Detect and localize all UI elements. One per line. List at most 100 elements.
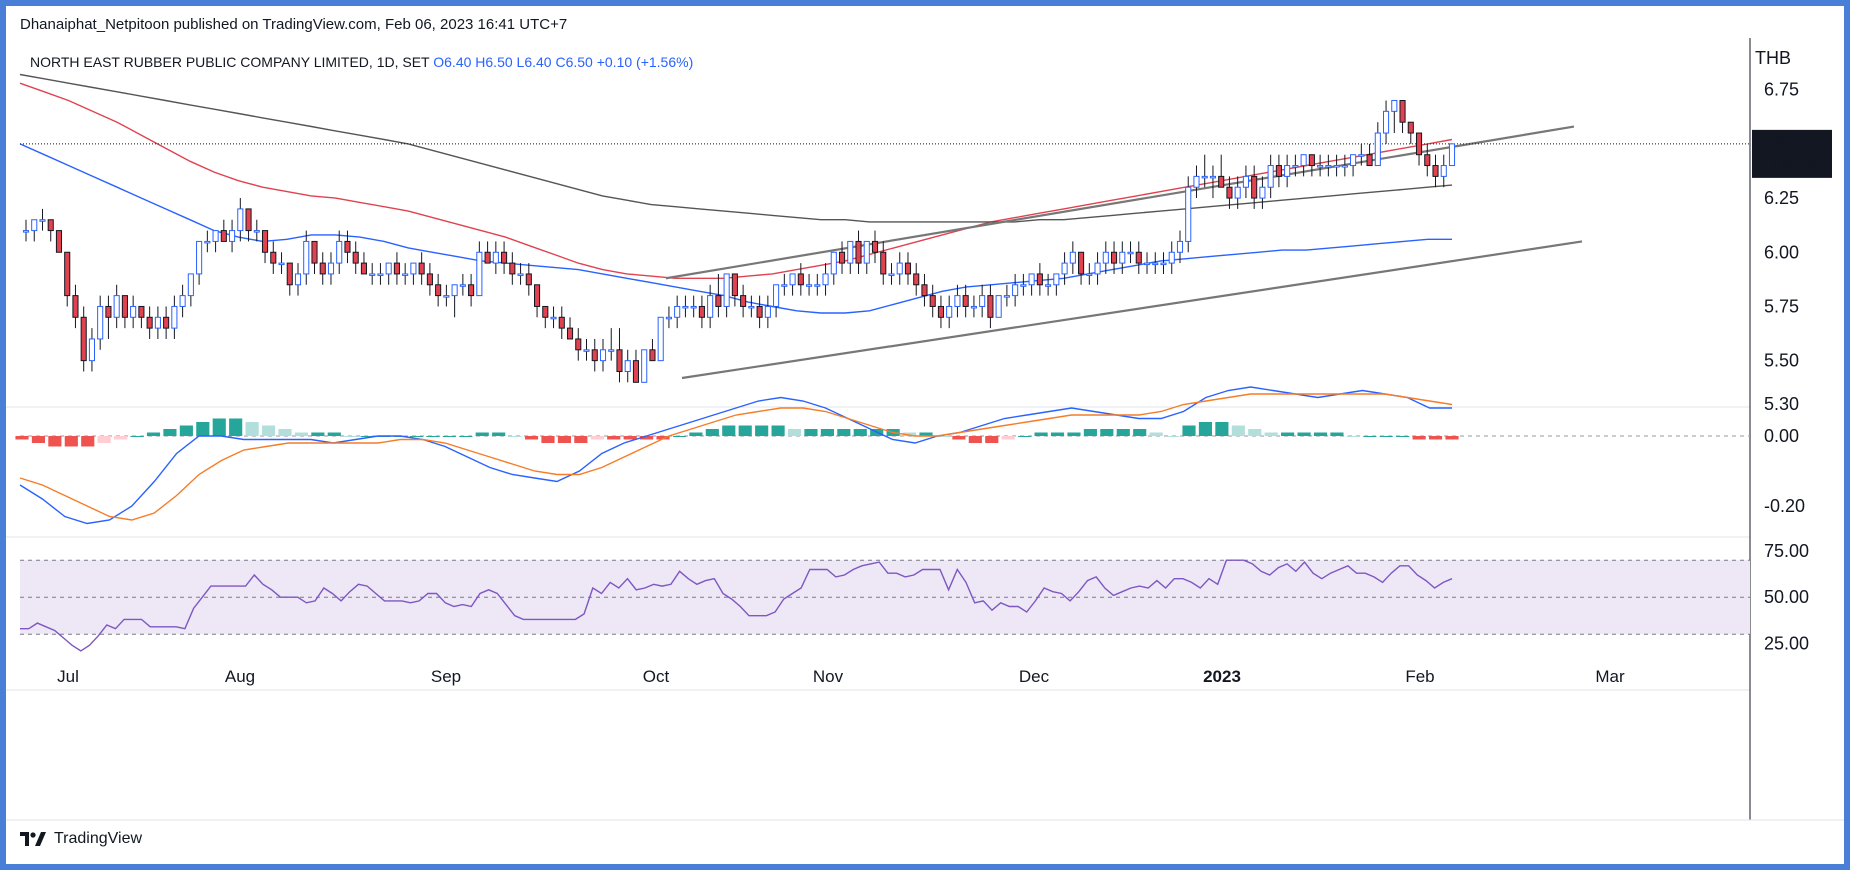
candle-up: [1168, 251, 1175, 264]
candle-up: [583, 349, 590, 352]
candle-up: [995, 295, 1002, 318]
time-tick-label: Sep: [431, 667, 461, 686]
candle-up: [1383, 110, 1390, 134]
macd-histogram-bar: [1100, 429, 1114, 436]
price-badge-value: 6.50: [1774, 134, 1809, 154]
candle-down: [1366, 154, 1373, 167]
low-value: L6.40: [516, 54, 552, 70]
candle-down: [871, 240, 879, 253]
rsi-tick-label: 75.00: [1764, 541, 1809, 561]
candle-up: [641, 349, 648, 383]
candle-down: [575, 338, 582, 351]
candle-down: [591, 349, 598, 362]
tradingview-footer[interactable]: TradingView: [20, 830, 142, 848]
candle-down: [921, 284, 928, 297]
macd-histogram-bar: [508, 436, 522, 437]
candle-up: [946, 305, 953, 318]
macd-histogram-bar: [738, 425, 752, 436]
macd-histogram-bar: [130, 436, 144, 437]
candle-down: [270, 251, 277, 264]
time-tick-label: Oct: [643, 667, 670, 686]
macd-histogram-bar: [212, 418, 226, 436]
candle-down: [616, 349, 623, 372]
candle-up: [665, 316, 672, 320]
candle-down: [80, 316, 87, 362]
candle-up: [492, 251, 499, 264]
candle-up: [1061, 262, 1068, 275]
candle-down: [344, 240, 351, 253]
macd-histogram-bar: [1297, 432, 1311, 436]
candle-down: [1407, 121, 1414, 134]
candle-down: [509, 262, 516, 275]
macd-histogram-bar: [1428, 436, 1443, 440]
candle-down: [1218, 175, 1225, 188]
candle-down: [105, 305, 112, 318]
candle-down: [797, 273, 804, 286]
macd-histogram-bar: [1215, 422, 1229, 436]
macd-histogram-bar: [837, 429, 851, 436]
candle-down: [64, 251, 71, 297]
candle-up: [1143, 262, 1151, 266]
candle-up: [237, 208, 244, 232]
candle-up: [204, 240, 211, 244]
candle-down: [261, 230, 269, 253]
candle-up: [303, 240, 310, 275]
currency-label: THB: [1755, 48, 1791, 68]
macd-histogram-bar: [656, 436, 670, 440]
candle-up: [1176, 240, 1184, 253]
candle-down: [649, 349, 656, 362]
candle-up: [229, 230, 236, 242]
candle-up: [451, 284, 458, 297]
candle-up: [1317, 165, 1324, 168]
macd-histogram-bar: [64, 436, 78, 447]
ma_long-line: [19, 73, 1453, 223]
symbol-title: NORTH EAST RUBBER PUBLIC COMPANY LIMITED…: [30, 54, 430, 70]
macd-histogram-bar: [1281, 432, 1295, 436]
close-value: C6.50: [555, 54, 593, 70]
macd-histogram-bar: [294, 432, 308, 436]
candle-up: [517, 273, 524, 276]
candle-down: [435, 284, 442, 297]
candle-up: [1069, 251, 1076, 264]
candle-up: [1020, 284, 1027, 287]
candle-up: [385, 262, 392, 275]
candle-up: [1267, 165, 1274, 188]
candle-down: [319, 262, 326, 275]
macd-histogram-bar: [146, 432, 161, 436]
macd-histogram-bar: [771, 425, 785, 436]
macd-histogram-bar: [1067, 432, 1081, 436]
macd-histogram-bar: [409, 436, 424, 437]
candle-down: [756, 305, 763, 318]
macd-histogram-bar: [1264, 432, 1278, 436]
candle-down: [47, 219, 54, 232]
macd-histogram-bar: [557, 436, 571, 443]
candle-down: [740, 295, 747, 307]
macd-histogram-bar: [1116, 429, 1130, 436]
macd-histogram-bar: [1313, 432, 1328, 436]
candle-up: [1341, 165, 1348, 168]
candle-down: [1251, 175, 1258, 199]
high-value: H6.50: [475, 54, 513, 70]
price-badge-countdown: 18:53: [1769, 156, 1814, 176]
candle-up: [847, 240, 854, 264]
candle-up: [970, 305, 977, 309]
macd-histogram-bar: [492, 432, 506, 436]
time-tick-label: Dec: [1019, 667, 1050, 686]
macd-histogram-bar: [229, 418, 243, 436]
candle-down: [484, 251, 491, 264]
chart-frame: Dhanaiphat_Netpitoon published on Tradin…: [6, 6, 1844, 864]
macd-histogram-bar: [15, 436, 29, 440]
candle-up: [22, 230, 30, 233]
candle-down: [1275, 165, 1282, 177]
candle-down: [715, 295, 722, 307]
candle-up: [1448, 143, 1456, 167]
candle-down: [1415, 132, 1423, 156]
candle-down: [468, 284, 475, 297]
candle-up: [1209, 175, 1217, 179]
macd-histogram-bar: [853, 429, 867, 436]
candle-down: [558, 316, 565, 329]
macd-histogram-bar: [722, 425, 736, 436]
macd-histogram-bar: [787, 429, 802, 436]
candle-down: [72, 295, 79, 318]
